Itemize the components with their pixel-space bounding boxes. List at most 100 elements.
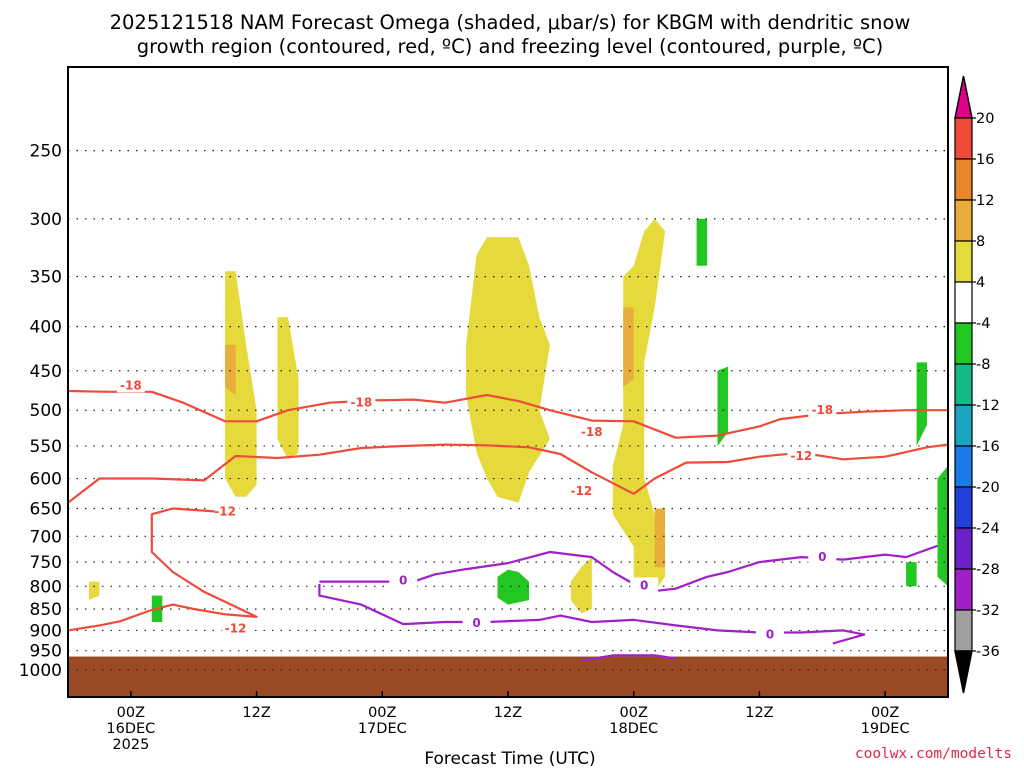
omega-region-11 xyxy=(717,366,728,446)
contour-label-bg xyxy=(389,572,418,588)
colorbar-swatch xyxy=(954,404,973,447)
y-tick-label: 700 xyxy=(30,527,62,547)
y-tick-label: 650 xyxy=(30,500,62,520)
omega-region-10 xyxy=(497,569,529,605)
colorbar-swatch xyxy=(954,199,973,242)
x-tick-label: 00Z xyxy=(368,705,396,721)
chart-title-line-2: growth region (contoured, red, ºC) and f… xyxy=(137,35,884,58)
contour-1 xyxy=(67,389,948,439)
colorbar-label: -24 xyxy=(976,521,1000,537)
y-tick-label: 800 xyxy=(30,577,62,597)
y-tick-label: 500 xyxy=(30,401,62,421)
contour-label-bg xyxy=(347,394,376,410)
y-tick-label: 950 xyxy=(30,642,62,662)
colorbar-bottom-arrow xyxy=(954,650,973,694)
y-tick-label: 750 xyxy=(30,553,62,573)
contour-label-bg xyxy=(630,577,659,593)
y-tick-label: 550 xyxy=(30,437,62,457)
colorbar-label: 8 xyxy=(976,234,985,250)
colorbar-top-arrow xyxy=(954,75,973,119)
colorbar-swatch xyxy=(954,240,973,283)
chart-title-line-1: 2025121518 NAM Forecast Omega (shaded, μ… xyxy=(110,11,911,34)
contour-label: 0 xyxy=(399,574,407,588)
omega-region-2 xyxy=(277,317,299,460)
contour-label: 0 xyxy=(818,550,826,564)
colorbar-swatch xyxy=(954,527,973,570)
contour-label: 0 xyxy=(766,628,774,642)
x-tick-label: 2025 xyxy=(112,737,149,753)
contour-label: -18 xyxy=(811,403,833,417)
colorbar-swatch xyxy=(954,281,973,324)
colorbar-label: -4 xyxy=(976,316,990,332)
contour-label-bg xyxy=(755,626,784,642)
colorbar-label: -20 xyxy=(976,480,1000,496)
x-tick-label: 17DEC xyxy=(358,721,407,737)
contour-label-bg xyxy=(577,424,606,440)
x-tick-label: 12Z xyxy=(494,705,522,721)
colorbar-swatch xyxy=(954,445,973,488)
omega-region-14 xyxy=(937,465,948,587)
y-tick-label: 300 xyxy=(30,210,62,230)
contour-label: -18 xyxy=(581,425,603,439)
contour-label-bg xyxy=(221,620,250,636)
colorbar-label: 20 xyxy=(976,111,994,127)
omega-region-1 xyxy=(225,271,257,497)
contour-3 xyxy=(67,507,258,632)
contour-label-bg xyxy=(567,482,596,498)
contour-label-bg xyxy=(116,377,145,393)
contour-label-bg xyxy=(787,448,816,464)
omega-region-16 xyxy=(696,218,707,266)
y-tick-label: 400 xyxy=(30,318,62,338)
y-tick-label: 850 xyxy=(30,600,62,620)
x-tick-label: 19DEC xyxy=(861,721,910,737)
colorbar-swatch xyxy=(954,486,973,529)
colorbar-swatch xyxy=(954,322,973,365)
contour-5 xyxy=(318,584,866,645)
colorbar-label: 12 xyxy=(976,193,994,209)
x-tick-label: 00Z xyxy=(871,705,899,721)
omega-region-6 xyxy=(89,581,100,601)
contour-label-bg xyxy=(462,614,491,630)
colorbar-label: -36 xyxy=(976,644,1000,660)
colorbar-label: -28 xyxy=(976,562,1000,578)
contour-6 xyxy=(581,654,676,662)
omega-region-8 xyxy=(225,344,236,395)
colorbar-swatch xyxy=(954,158,973,201)
contour-label-bg xyxy=(808,549,837,565)
colorbar-swatch xyxy=(954,363,973,406)
contour-label: -12 xyxy=(570,484,592,498)
contour-label: -18 xyxy=(350,396,372,410)
omega-region-15 xyxy=(906,562,917,587)
omega-region-3 xyxy=(466,237,550,503)
y-tick-label: 350 xyxy=(30,268,62,288)
colorbar: 20 16 12 8 4 -4 -8 -12 -16 -20 -24 -28 -32 -36 xyxy=(954,75,1000,694)
colorbar-swatch xyxy=(954,568,973,611)
y-tick-label: 900 xyxy=(30,621,62,641)
contour-label: -12 xyxy=(225,621,247,635)
ground-fill xyxy=(68,656,948,697)
contour-label-bg xyxy=(808,402,837,418)
colorbar-label: -16 xyxy=(976,439,1000,455)
omega-region-7 xyxy=(623,307,634,388)
omega-region-5 xyxy=(570,557,592,614)
omega-region-9 xyxy=(654,508,666,568)
colorbar-swatch xyxy=(954,117,973,160)
y-tick-label: 450 xyxy=(30,362,62,382)
x-tick-label: 16DEC xyxy=(106,721,155,737)
y-axis-ticks: 2503003504004505005506006507007508008509… xyxy=(19,142,62,681)
colorbar-label: -8 xyxy=(976,357,990,373)
x-tick-label: 12Z xyxy=(745,705,773,721)
y-tick-label: 600 xyxy=(30,470,62,490)
temperature-contours: -18 -18 -18 -18 -12 -12 -12 -12 0 0 0 0 0 xyxy=(67,377,949,662)
contour-label: -18 xyxy=(120,378,142,392)
contour-label-bg xyxy=(211,503,240,519)
contour-label: 0 xyxy=(640,578,648,592)
colorbar-swatch xyxy=(954,609,973,652)
colorbar-label: -32 xyxy=(976,603,1000,619)
x-tick-label: 18DEC xyxy=(609,721,658,737)
x-axis-label: Forecast Time (UTC) xyxy=(424,749,595,768)
y-tick-label: 250 xyxy=(30,142,62,162)
credit-text[interactable]: coolwx.com/modelts xyxy=(855,746,1012,762)
